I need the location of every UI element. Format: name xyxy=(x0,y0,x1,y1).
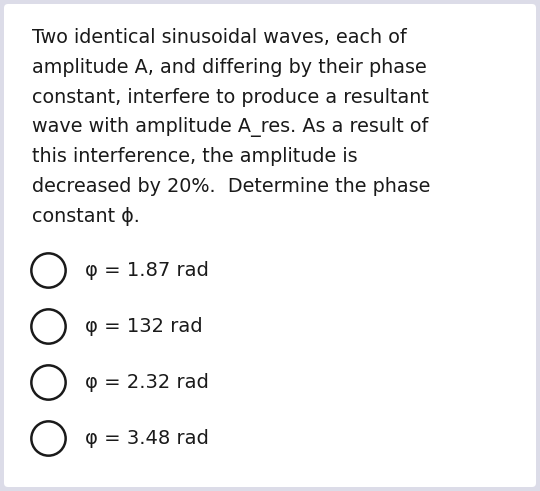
Text: wave with amplitude A_res. As a result of: wave with amplitude A_res. As a result o… xyxy=(32,117,428,137)
Text: constant ϕ.: constant ϕ. xyxy=(32,208,140,226)
Text: Two identical sinusoidal waves, each of: Two identical sinusoidal waves, each of xyxy=(32,27,407,47)
Text: decreased by 20%.  Determine the phase: decreased by 20%. Determine the phase xyxy=(32,178,430,196)
Text: φ = 3.48 rad: φ = 3.48 rad xyxy=(85,429,209,447)
FancyBboxPatch shape xyxy=(4,4,536,487)
Text: constant, interfere to produce a resultant: constant, interfere to produce a resulta… xyxy=(32,87,429,107)
Text: φ = 1.87 rad: φ = 1.87 rad xyxy=(85,261,209,279)
Text: φ = 2.32 rad: φ = 2.32 rad xyxy=(85,373,209,391)
Text: this interference, the amplitude is: this interference, the amplitude is xyxy=(32,147,357,166)
Text: amplitude A, and differing by their phase: amplitude A, and differing by their phas… xyxy=(32,57,427,77)
Text: φ = 132 rad: φ = 132 rad xyxy=(85,317,202,335)
